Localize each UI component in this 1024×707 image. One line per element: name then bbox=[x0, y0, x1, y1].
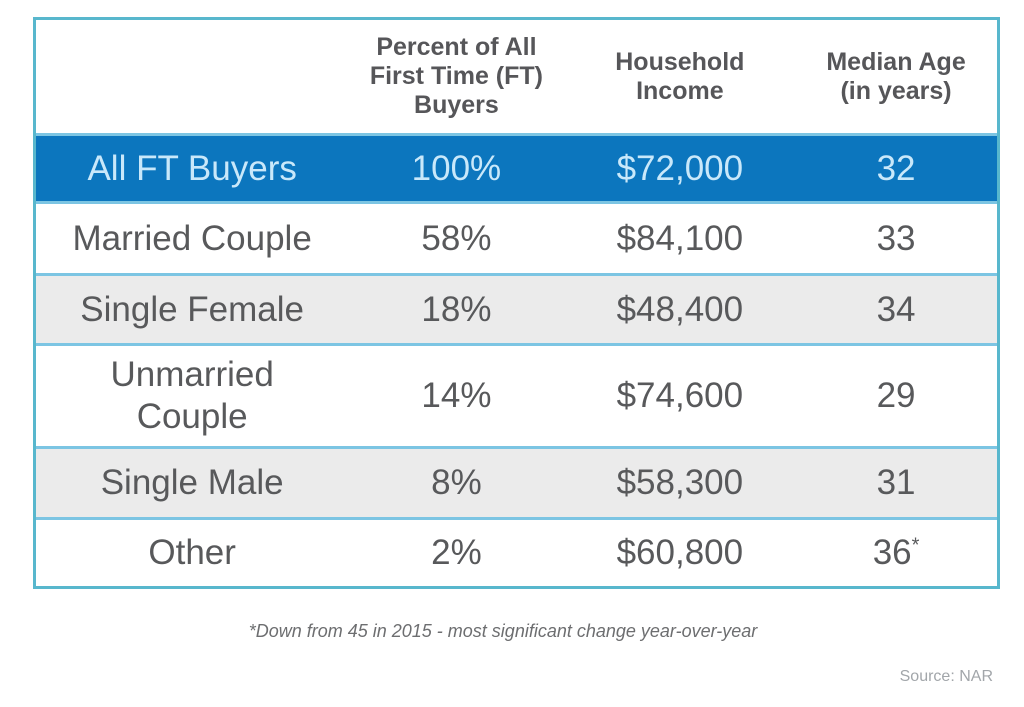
row-label: Single Female bbox=[80, 289, 305, 329]
age-value: 31 bbox=[876, 463, 916, 502]
age-value: 33 bbox=[876, 218, 916, 258]
percent-value: 2% bbox=[431, 533, 482, 572]
age-value: 29 bbox=[876, 376, 916, 415]
income-value: $48,400 bbox=[616, 289, 744, 329]
row-label: Single Male bbox=[100, 463, 284, 502]
footnote: *Down from 45 in 2015 - most significant… bbox=[248, 621, 758, 641]
table-row-single-male: Single Male 8% $58,300 31 bbox=[36, 446, 997, 517]
source-label: Source: NAR bbox=[899, 668, 993, 685]
row-label: Unmarried Couple bbox=[110, 355, 274, 436]
percent-value: 14% bbox=[421, 376, 492, 415]
row-label: All FT Buyers bbox=[87, 148, 297, 188]
percent-value: 8% bbox=[431, 463, 482, 502]
income-value: $74,600 bbox=[616, 376, 744, 415]
table-header-row: Percent of All First Time (FT) Buyers Ho… bbox=[36, 20, 997, 133]
header-percent-ft-buyers: Percent of All First Time (FT) Buyers bbox=[369, 33, 543, 119]
table-row-single-female: Single Female 18% $48,400 34 bbox=[36, 273, 997, 343]
income-value: $60,800 bbox=[616, 533, 744, 572]
age-value: 36* bbox=[872, 533, 920, 572]
table-row-unmarried-couple: Unmarried Couple 14% $74,600 29 bbox=[36, 343, 997, 446]
row-label: Married Couple bbox=[72, 218, 312, 258]
header-household-income: Household Income bbox=[615, 47, 745, 105]
table-row-married-couple: Married Couple 58% $84,100 33 bbox=[36, 201, 997, 273]
percent-value: 18% bbox=[421, 289, 492, 329]
income-value: $58,300 bbox=[616, 463, 744, 502]
age-value: 34 bbox=[876, 289, 916, 329]
percent-value: 100% bbox=[411, 148, 502, 188]
age-asterisk: * bbox=[911, 534, 920, 557]
table-row-other: Other 2% $60,800 36* bbox=[36, 517, 997, 586]
header-median-age: Median Age (in years) bbox=[826, 47, 966, 105]
percent-value: 58% bbox=[421, 218, 492, 258]
table-row-all-ft-buyers: All FT Buyers 100% $72,000 32 bbox=[36, 133, 997, 201]
age-value: 32 bbox=[876, 148, 916, 188]
first-time-buyers-table: Percent of All First Time (FT) Buyers Ho… bbox=[33, 17, 1000, 589]
row-label: Other bbox=[148, 533, 236, 572]
income-value: $84,100 bbox=[616, 218, 744, 258]
income-value: $72,000 bbox=[616, 148, 744, 188]
